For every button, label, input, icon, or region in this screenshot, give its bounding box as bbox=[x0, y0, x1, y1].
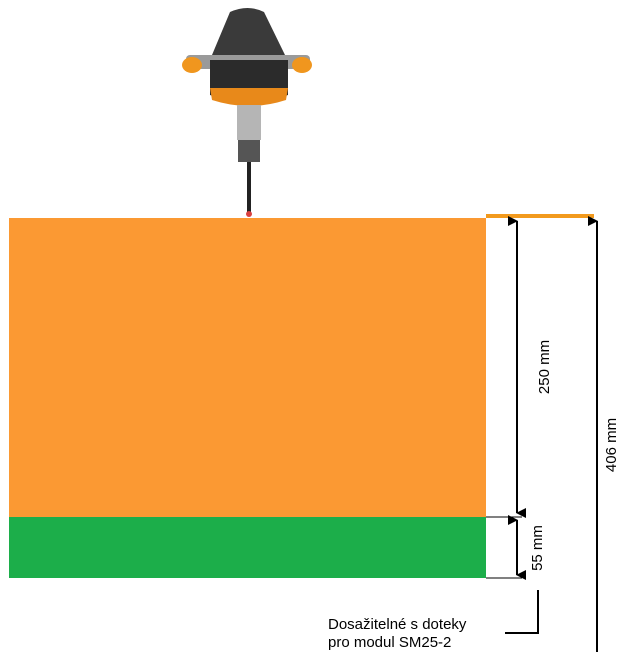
note-text: pro modul SM25-2 bbox=[328, 634, 451, 651]
leader-line bbox=[505, 590, 539, 634]
dim-label: 250 mm bbox=[536, 340, 553, 394]
dim-label: 406 mm bbox=[603, 418, 620, 472]
probe bbox=[182, 8, 312, 217]
note-text: Dosažitelné s doteky bbox=[328, 616, 467, 633]
upper-zone bbox=[9, 218, 486, 517]
dim-label: 55 mm bbox=[529, 525, 546, 571]
top-marker bbox=[486, 214, 594, 218]
lower-zone bbox=[9, 517, 486, 578]
